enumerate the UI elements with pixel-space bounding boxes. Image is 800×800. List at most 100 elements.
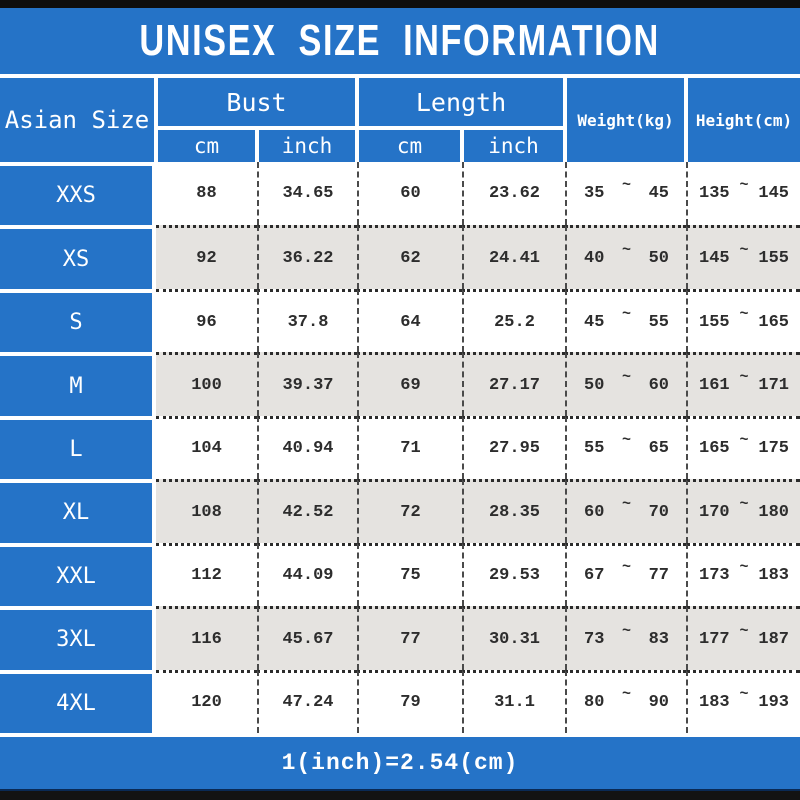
height-range-cell: 165 ~ 175 — [686, 415, 800, 480]
bust-cm-cell: 116 — [156, 606, 257, 670]
range-tilde: ~ — [621, 622, 631, 640]
size-label-cell: S — [0, 288, 156, 353]
length-inch-cell: 24.41 — [462, 225, 565, 289]
weight-range-cell: 60 ~ 70 — [565, 479, 686, 543]
height-range-cell: 155 ~ 165 — [686, 288, 800, 353]
height-range-cell: 170 ~ 180 — [686, 479, 800, 543]
range-tilde: ~ — [621, 177, 631, 195]
weight-max: 65 — [648, 439, 669, 459]
table-row-4xl: 4XL 120 47.24 79 31.1 80 ~ 90 183 ~ 193 — [0, 669, 800, 733]
weight-min: 67 — [584, 566, 605, 586]
header-bust-cm: cm — [158, 130, 255, 162]
header-bust-group: Bust — [158, 78, 355, 126]
weight-max: 70 — [648, 502, 669, 522]
weight-max: 90 — [648, 693, 669, 713]
bust-cm-cell: 92 — [156, 225, 257, 289]
bust-cm-cell: 104 — [156, 415, 257, 480]
header-length-inch: inch — [464, 130, 563, 162]
header-weight-kg: Weight(kg) — [567, 78, 684, 162]
range-tilde: ~ — [739, 432, 749, 450]
length-inch-cell: 23.62 — [462, 162, 565, 226]
length-cm-cell: 79 — [357, 669, 462, 733]
length-inch-cell: 31.1 — [462, 669, 565, 733]
length-cm-cell: 72 — [357, 479, 462, 543]
bust-inch-cell: 47.24 — [257, 669, 357, 733]
height-min: 173 — [699, 566, 730, 586]
size-label-cell: XL — [0, 479, 156, 543]
header-height-cm: Height(cm) — [688, 78, 800, 162]
length-cm-cell: 64 — [357, 288, 462, 353]
range-tilde: ~ — [621, 559, 631, 577]
length-inch-cell: 27.95 — [462, 415, 565, 480]
table-row-xl: XL 108 42.52 72 28.35 60 ~ 70 170 ~ 180 — [0, 479, 800, 543]
size-label-cell: XS — [0, 225, 156, 289]
table-row-m: M 100 39.37 69 27.17 50 ~ 60 161 ~ 171 — [0, 352, 800, 416]
range-tilde: ~ — [621, 432, 631, 450]
bust-cm-cell: 108 — [156, 479, 257, 543]
range-tilde: ~ — [621, 305, 631, 323]
table-header: Asian Size Bust Length Weight(kg) Height… — [0, 78, 800, 162]
bust-cm-cell: 96 — [156, 288, 257, 353]
height-range-cell: 173 ~ 183 — [686, 542, 800, 607]
bottom-border-bar — [0, 789, 800, 800]
range-tilde: ~ — [739, 242, 749, 260]
length-cm-cell: 71 — [357, 415, 462, 480]
height-max: 193 — [758, 693, 789, 713]
length-cm-cell: 77 — [357, 606, 462, 670]
weight-min: 73 — [584, 629, 605, 649]
height-min: 177 — [699, 629, 730, 649]
length-inch-cell: 29.53 — [462, 542, 565, 607]
bust-inch-cell: 40.94 — [257, 415, 357, 480]
bust-cm-cell: 112 — [156, 542, 257, 607]
bust-inch-cell: 36.22 — [257, 225, 357, 289]
weight-max: 55 — [648, 312, 669, 332]
size-label-cell: XXL — [0, 542, 156, 607]
table-row-xs: XS 92 36.22 62 24.41 40 ~ 50 145 ~ 155 — [0, 225, 800, 289]
weight-range-cell: 50 ~ 60 — [565, 352, 686, 416]
header-length-cm: cm — [359, 130, 460, 162]
bust-inch-cell: 37.8 — [257, 288, 357, 353]
height-max: 171 — [758, 376, 789, 396]
size-label-cell: 3XL — [0, 606, 156, 670]
header-length-group: Length — [359, 78, 563, 126]
range-tilde: ~ — [621, 686, 631, 704]
height-min: 155 — [699, 312, 730, 332]
length-inch-cell: 27.17 — [462, 352, 565, 416]
bust-inch-cell: 44.09 — [257, 542, 357, 607]
weight-min: 55 — [584, 439, 605, 459]
range-tilde: ~ — [739, 622, 749, 640]
bust-cm-cell: 88 — [156, 162, 257, 226]
range-tilde: ~ — [739, 559, 749, 577]
bust-inch-cell: 45.67 — [257, 606, 357, 670]
bust-inch-cell: 39.37 — [257, 352, 357, 416]
height-max: 187 — [758, 629, 789, 649]
weight-range-cell: 80 ~ 90 — [565, 669, 686, 733]
height-max: 155 — [758, 249, 789, 269]
conversion-note: 1(inch)=2.54(cm) — [281, 750, 519, 776]
size-label-cell: 4XL — [0, 669, 156, 733]
height-max: 180 — [758, 502, 789, 522]
range-tilde: ~ — [621, 242, 631, 260]
range-tilde: ~ — [621, 495, 631, 513]
length-inch-cell: 30.31 — [462, 606, 565, 670]
weight-range-cell: 45 ~ 55 — [565, 288, 686, 353]
weight-min: 40 — [584, 249, 605, 269]
weight-min: 80 — [584, 693, 605, 713]
height-max: 165 — [758, 312, 789, 332]
weight-min: 35 — [584, 184, 605, 204]
length-cm-cell: 75 — [357, 542, 462, 607]
size-label-cell: XXS — [0, 162, 156, 226]
table-row-3xl: 3XL 116 45.67 77 30.31 73 ~ 83 177 ~ 187 — [0, 606, 800, 670]
bust-cm-cell: 120 — [156, 669, 257, 733]
height-range-cell: 177 ~ 187 — [686, 606, 800, 670]
bust-cm-cell: 100 — [156, 352, 257, 416]
height-range-cell: 183 ~ 193 — [686, 669, 800, 733]
height-min: 145 — [699, 249, 730, 269]
height-max: 145 — [758, 184, 789, 204]
bust-inch-cell: 34.65 — [257, 162, 357, 226]
weight-range-cell: 67 ~ 77 — [565, 542, 686, 607]
height-range-cell: 161 ~ 171 — [686, 352, 800, 416]
height-range-cell: 135 ~ 145 — [686, 162, 800, 226]
table-row-xxs: XXS 88 34.65 60 23.62 35 ~ 45 135 ~ 145 — [0, 162, 800, 226]
